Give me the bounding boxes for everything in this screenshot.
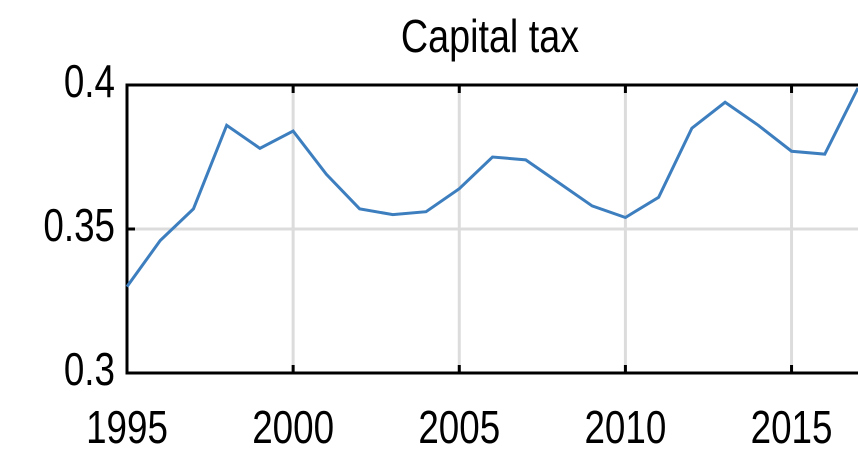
- chart-title: Capital tax: [401, 11, 579, 62]
- x-tick-label: 2015: [751, 401, 833, 453]
- y-tick-label: 0.3: [64, 343, 115, 395]
- y-tick-label: 0.35: [43, 199, 115, 251]
- x-tick-label: 2005: [418, 401, 500, 453]
- y-tick-label: 0.4: [64, 55, 115, 107]
- x-tick-label: 2010: [584, 401, 666, 453]
- data-line: [125, 87, 858, 288]
- axis-box: [125, 83, 858, 375]
- x-tick-label: 1995: [86, 401, 168, 453]
- x-tick-label: 2000: [252, 401, 334, 453]
